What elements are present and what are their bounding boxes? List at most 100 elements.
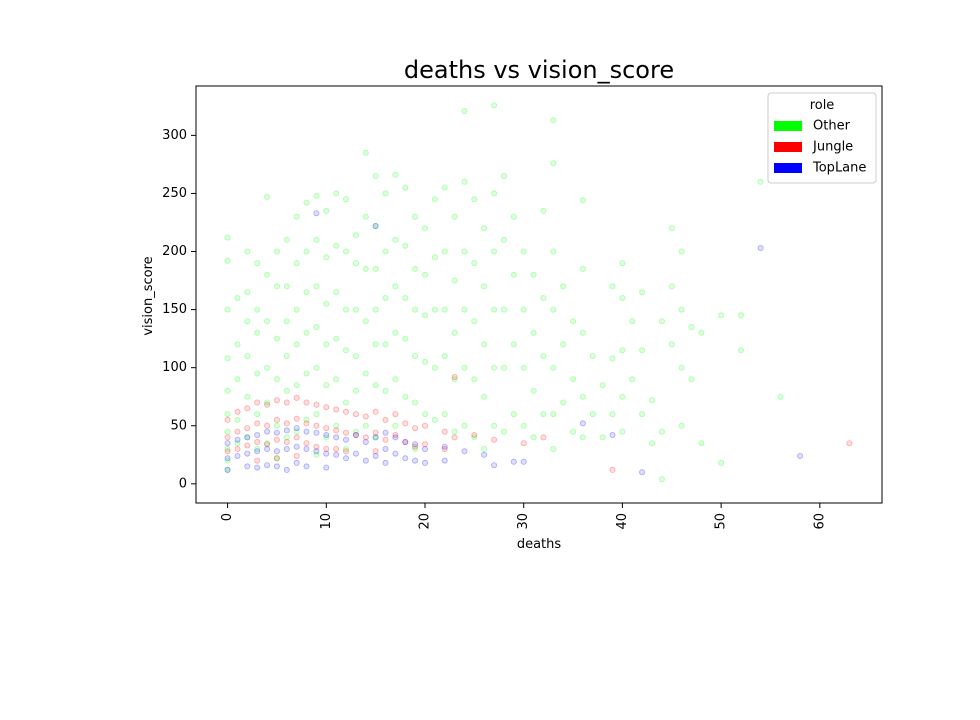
data-point-toplane bbox=[342, 436, 349, 443]
data-point-other bbox=[579, 329, 586, 336]
data-point-toplane bbox=[481, 451, 488, 458]
y-tick-label: 0 bbox=[179, 476, 187, 491]
data-point-other bbox=[224, 306, 231, 313]
data-point-other bbox=[609, 411, 616, 418]
data-point-other bbox=[362, 149, 369, 156]
data-point-other bbox=[688, 323, 695, 330]
data-point-toplane bbox=[491, 462, 498, 469]
data-point-other bbox=[402, 242, 409, 249]
data-point-other bbox=[313, 411, 320, 418]
data-point-toplane bbox=[244, 463, 251, 470]
series-other bbox=[224, 102, 784, 483]
data-point-other bbox=[244, 353, 251, 360]
data-point-toplane bbox=[283, 427, 290, 434]
data-point-other bbox=[293, 260, 300, 267]
data-point-toplane bbox=[313, 429, 320, 436]
data-point-other bbox=[293, 382, 300, 389]
data-point-toplane bbox=[757, 244, 764, 251]
data-point-other bbox=[461, 306, 468, 313]
data-point-other bbox=[540, 294, 547, 301]
data-point-other bbox=[718, 459, 725, 466]
data-point-other bbox=[570, 428, 577, 435]
data-point-jungle bbox=[333, 406, 340, 413]
data-point-other bbox=[451, 329, 458, 336]
data-point-other bbox=[372, 382, 379, 389]
legend-title: role bbox=[810, 98, 835, 113]
data-point-other bbox=[510, 411, 517, 418]
data-point-toplane bbox=[352, 431, 359, 438]
data-point-jungle bbox=[313, 401, 320, 408]
data-point-other bbox=[293, 428, 300, 435]
data-point-jungle bbox=[372, 408, 379, 415]
data-point-jungle bbox=[254, 457, 261, 464]
data-point-other bbox=[579, 265, 586, 272]
data-point-jungle bbox=[421, 441, 428, 448]
y-tick-label: 200 bbox=[162, 244, 187, 259]
points-layer bbox=[224, 102, 853, 483]
data-point-other bbox=[441, 306, 448, 313]
data-point-other bbox=[392, 422, 399, 429]
data-point-toplane bbox=[244, 434, 251, 441]
data-point-other bbox=[392, 376, 399, 383]
data-point-jungle bbox=[392, 411, 399, 418]
data-point-jungle bbox=[303, 420, 310, 427]
data-point-toplane bbox=[303, 428, 310, 435]
data-point-toplane bbox=[244, 450, 251, 457]
data-point-jungle bbox=[273, 436, 280, 443]
data-point-jungle bbox=[303, 440, 310, 447]
data-point-other bbox=[323, 382, 330, 389]
data-point-other bbox=[461, 248, 468, 255]
data-point-other bbox=[352, 260, 359, 267]
data-point-jungle bbox=[441, 428, 448, 435]
data-point-other bbox=[491, 422, 498, 429]
data-point-other bbox=[421, 271, 428, 278]
legend-label-other: Other bbox=[813, 119, 851, 134]
data-point-toplane bbox=[224, 440, 231, 447]
data-point-other bbox=[342, 347, 349, 354]
data-point-toplane bbox=[421, 445, 428, 452]
data-point-other bbox=[579, 393, 586, 400]
data-point-jungle bbox=[234, 408, 241, 415]
data-point-toplane bbox=[323, 431, 330, 438]
x-tick-label: 50 bbox=[714, 513, 729, 530]
data-point-jungle bbox=[264, 401, 271, 408]
data-point-other bbox=[333, 242, 340, 249]
data-point-toplane bbox=[313, 448, 320, 455]
x-tick-label: 30 bbox=[516, 513, 531, 530]
data-point-other bbox=[303, 289, 310, 296]
data-point-other bbox=[698, 329, 705, 336]
data-point-other bbox=[678, 364, 685, 371]
data-point-other bbox=[372, 172, 379, 179]
y-tick-label: 250 bbox=[162, 186, 187, 201]
data-point-jungle bbox=[372, 448, 379, 455]
data-point-jungle bbox=[323, 445, 330, 452]
data-point-other bbox=[342, 399, 349, 406]
data-point-other bbox=[609, 283, 616, 290]
data-point-other bbox=[224, 387, 231, 394]
plot-frame bbox=[195, 85, 883, 504]
data-point-toplane bbox=[372, 452, 379, 459]
data-point-other bbox=[737, 347, 744, 354]
data-point-toplane bbox=[382, 445, 389, 452]
data-point-jungle bbox=[421, 422, 428, 429]
data-point-other bbox=[431, 364, 438, 371]
y-tick-label: 150 bbox=[162, 302, 187, 317]
data-point-other bbox=[342, 445, 349, 452]
data-point-other bbox=[530, 387, 537, 394]
data-point-other bbox=[283, 236, 290, 243]
data-point-other bbox=[520, 422, 527, 429]
data-point-toplane bbox=[412, 457, 419, 464]
data-point-other bbox=[629, 318, 636, 325]
data-point-jungle bbox=[273, 455, 280, 462]
data-point-toplane bbox=[254, 464, 261, 471]
data-point-other bbox=[303, 329, 310, 336]
data-point-other bbox=[451, 277, 458, 284]
data-point-other bbox=[382, 248, 389, 255]
data-point-other bbox=[273, 422, 280, 429]
data-point-jungle bbox=[520, 440, 527, 447]
data-point-other bbox=[550, 411, 557, 418]
data-point-jungle bbox=[382, 436, 389, 443]
data-point-toplane bbox=[303, 463, 310, 470]
data-point-other bbox=[333, 422, 340, 429]
